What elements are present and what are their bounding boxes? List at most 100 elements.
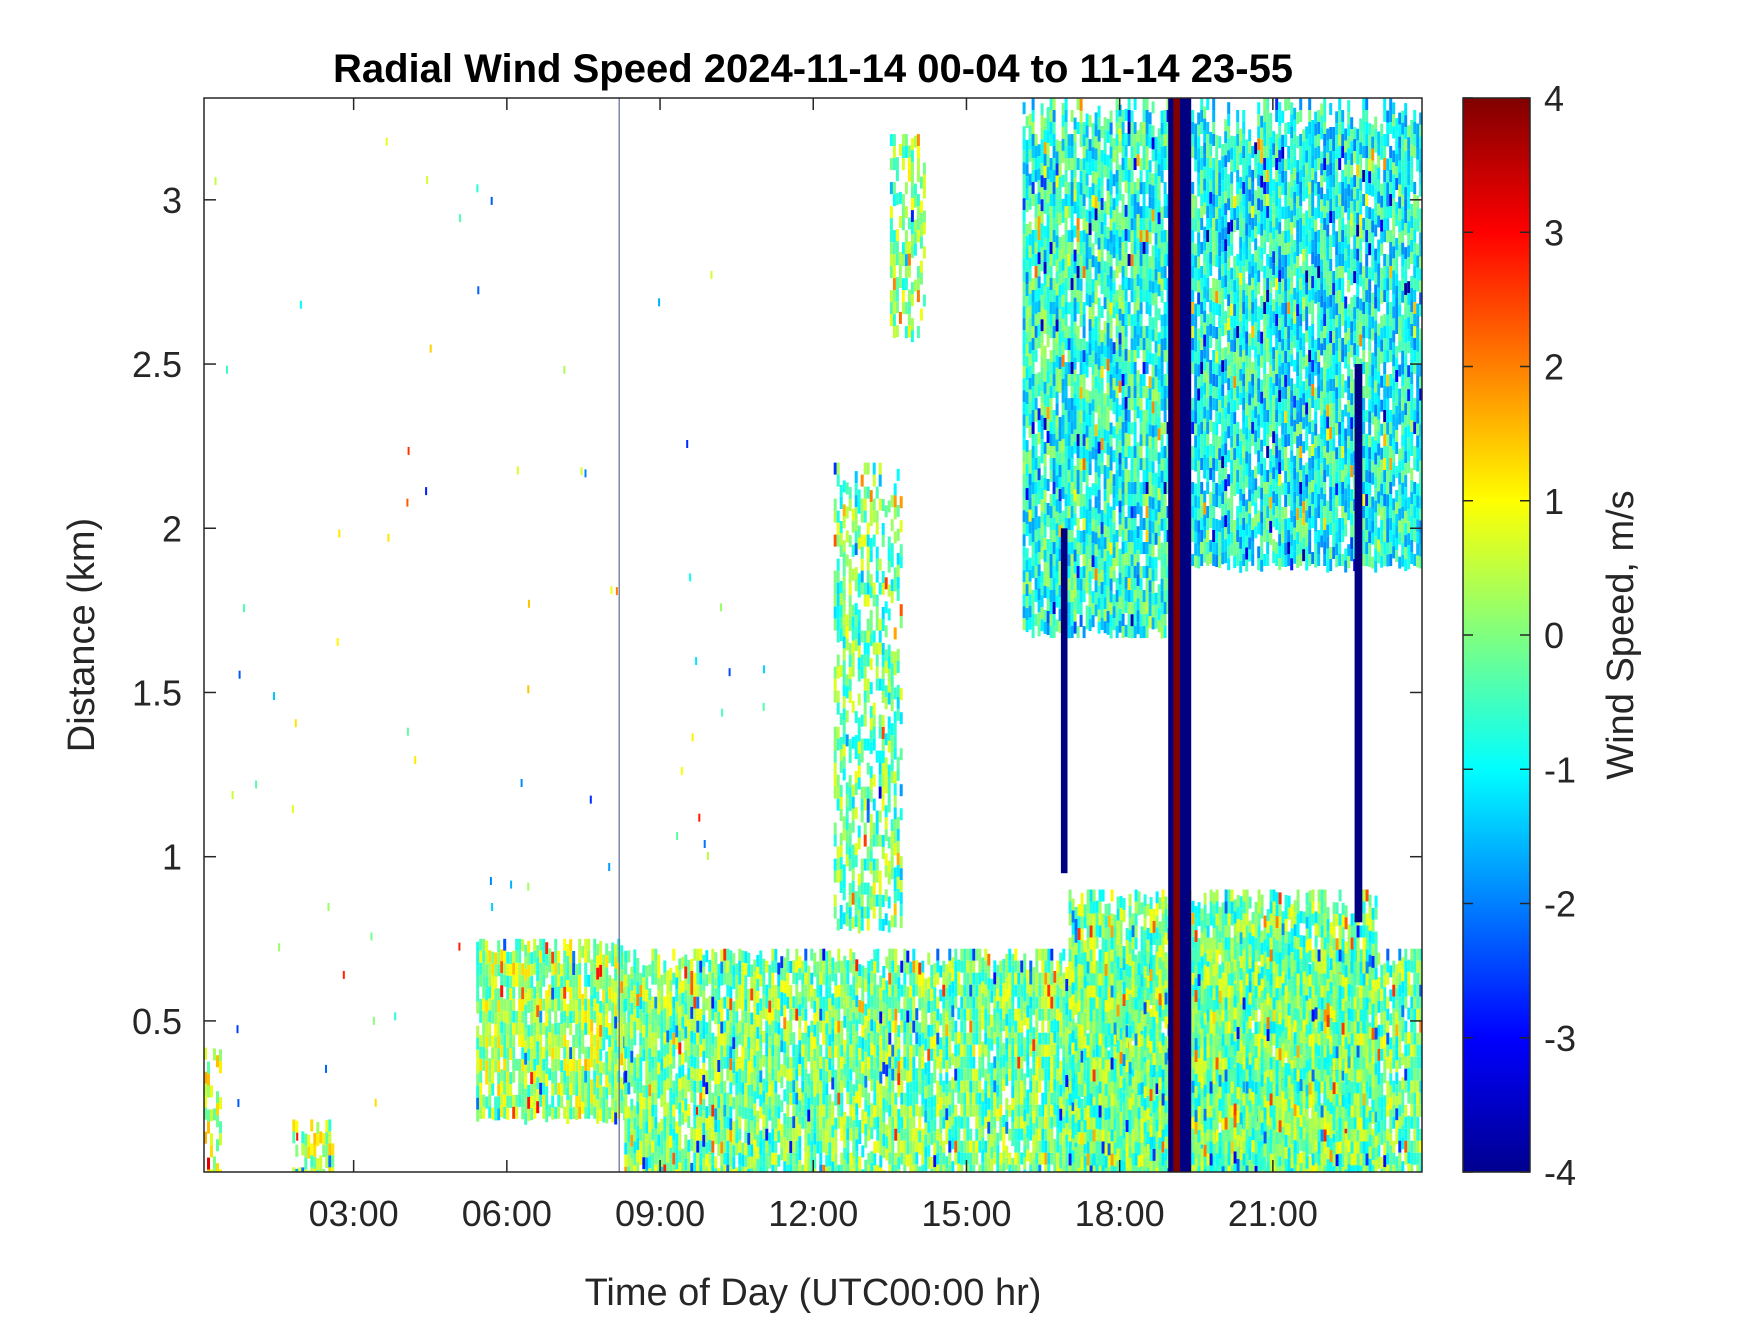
- heatmap-cell: [536, 1041, 540, 1054]
- heatmap-cell: [479, 1082, 483, 1095]
- heatmap-cell: [867, 1068, 871, 1081]
- heatmap-cell: [825, 1131, 829, 1144]
- heatmap-cell: [912, 984, 916, 997]
- heatmap-cell: [804, 1056, 808, 1069]
- heatmap-cell: [792, 1116, 796, 1129]
- heatmap-cell: [813, 964, 817, 977]
- heatmap-cell: [1062, 1104, 1066, 1117]
- heatmap-cell: [1065, 1051, 1069, 1063]
- heatmap-cell: [633, 1105, 637, 1118]
- heatmap-cell: [972, 984, 976, 997]
- heatmap-cell: [903, 996, 907, 1009]
- heatmap-cell: [624, 974, 628, 987]
- heatmap-cell: [996, 1096, 1000, 1109]
- heatmap-cell: [1380, 1120, 1384, 1133]
- heatmap-cell: [1014, 1008, 1018, 1021]
- heatmap-cell: [530, 988, 534, 1001]
- heatmap-cell: [717, 1084, 721, 1096]
- heatmap-cell: [654, 1092, 658, 1105]
- heatmap-cell: [675, 1025, 679, 1038]
- heatmap-cell: [605, 1063, 609, 1076]
- heatmap-cell: [1008, 1020, 1012, 1033]
- heatmap-cell: [753, 971, 757, 984]
- heatmap-cell: [702, 1098, 706, 1111]
- heatmap-cell: [909, 1057, 913, 1070]
- heatmap-cell: [1371, 1164, 1375, 1172]
- heatmap-cell: [924, 978, 928, 991]
- heatmap-cell: [599, 952, 603, 965]
- heatmap-cell: [984, 1044, 988, 1057]
- heatmap-cell: [855, 1151, 859, 1164]
- heatmap-cell: [1221, 1008, 1225, 1021]
- heatmap-cell: [738, 996, 742, 1009]
- heatmap-cell: [993, 984, 997, 997]
- heatmap-cell: [693, 1056, 697, 1069]
- heatmap-cell: [1056, 1104, 1060, 1117]
- heatmap-cell: [717, 988, 721, 1000]
- heatmap-cell: [1029, 1092, 1033, 1105]
- heatmap-cell: [837, 1104, 841, 1117]
- heatmap-cell: [1047, 1140, 1051, 1153]
- heatmap-cell: [1380, 1072, 1384, 1085]
- heatmap-cell: [711, 1092, 715, 1105]
- heatmap-cell: [936, 1008, 940, 1021]
- heatmap-cell: [759, 1166, 763, 1172]
- heatmap-cell: [753, 1031, 757, 1044]
- heatmap-cell: [960, 1152, 964, 1165]
- heatmap-cell: [654, 1044, 658, 1057]
- heatmap-cell: [1026, 1065, 1030, 1078]
- heatmap-cell: [482, 1046, 486, 1059]
- heatmap-cell: [954, 1020, 958, 1033]
- heatmap-cell: [867, 1092, 871, 1105]
- heatmap-cell: [900, 1020, 904, 1033]
- heatmap-cell: [500, 997, 504, 1010]
- heatmap-cell: [903, 1164, 907, 1172]
- heatmap-cell: [852, 976, 856, 989]
- heatmap-cell: [295, 1168, 299, 1172]
- heatmap-cell: [870, 1043, 874, 1056]
- heatmap-cell: [624, 1046, 628, 1059]
- heatmap-cell: [1242, 1080, 1246, 1093]
- heatmap-cell: [888, 1104, 892, 1117]
- heatmap-cell: [1026, 1125, 1030, 1138]
- heatmap-cell: [768, 1024, 772, 1037]
- heatmap-cell: [669, 1015, 673, 1028]
- heatmap-cell: [639, 1057, 643, 1069]
- heatmap-cell: [1014, 1140, 1018, 1153]
- heatmap-cell: [939, 1049, 943, 1062]
- heatmap-cell: [485, 1072, 489, 1085]
- heatmap-cell: [1065, 1099, 1069, 1111]
- heatmap-cell: [888, 1080, 892, 1093]
- heatmap-cell: [642, 1013, 646, 1026]
- heatmap-cell: [786, 984, 790, 997]
- heatmap-cell: [645, 1157, 649, 1170]
- heatmap-cell: [663, 1020, 667, 1033]
- heatmap-cell: [1053, 1150, 1057, 1163]
- heatmap-cell: [816, 973, 820, 986]
- heatmap-cell: [596, 1063, 600, 1076]
- heatmap-cell: [765, 960, 769, 973]
- heatmap-cell: [1011, 1026, 1015, 1038]
- heatmap-cell: [837, 948, 841, 961]
- heatmap-cell: [981, 1149, 985, 1162]
- heatmap-cell: [1317, 1044, 1321, 1057]
- heatmap-cell: [846, 1116, 850, 1129]
- heatmap-cell: [1026, 1137, 1030, 1150]
- heatmap-cell: [795, 1152, 799, 1165]
- heatmap-cell: [705, 998, 709, 1011]
- heatmap-cell: [476, 1061, 480, 1074]
- heatmap-cell: [954, 1056, 958, 1069]
- heatmap-cell: [915, 984, 919, 997]
- heatmap-cell: [801, 1104, 805, 1117]
- heatmap-cell: [903, 1032, 907, 1045]
- heatmap-cell: [1005, 989, 1009, 1002]
- heatmap-cell: [828, 1094, 832, 1107]
- heatmap-cell: [620, 1101, 624, 1114]
- heatmap-cell: [1002, 983, 1006, 995]
- heatmap-cell: [711, 1044, 715, 1057]
- heatmap-cell: [666, 1162, 670, 1172]
- heatmap-cell: [1011, 1098, 1015, 1110]
- heatmap-cell: [945, 1168, 949, 1172]
- heatmap-cell: [575, 1072, 579, 1085]
- heatmap-cell: [735, 1095, 739, 1108]
